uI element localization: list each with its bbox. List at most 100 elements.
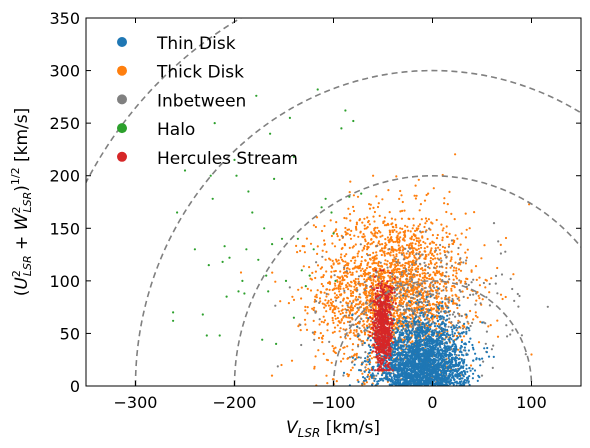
- point-inbetween: [395, 261, 398, 264]
- point-thin-disk: [412, 320, 415, 323]
- point-thin-disk: [457, 358, 460, 361]
- point-thick-disk: [354, 277, 357, 281]
- point-thick-disk: [309, 277, 312, 280]
- point-inbetween: [472, 278, 475, 281]
- point-thick-disk: [464, 280, 467, 283]
- point-thick-disk: [342, 260, 345, 263]
- point-thick-disk: [355, 228, 358, 231]
- point-inbetween: [448, 313, 451, 316]
- point-thin-disk: [468, 329, 471, 332]
- point-thick-disk: [361, 235, 364, 238]
- point-inbetween: [458, 279, 461, 282]
- point-thick-disk: [338, 238, 341, 241]
- point-thin-disk: [425, 332, 428, 335]
- point-thick-disk: [496, 319, 499, 322]
- point-inbetween: [491, 366, 494, 369]
- point-thick-disk: [312, 224, 315, 227]
- point-thick-disk: [374, 280, 377, 283]
- point-inbetween: [440, 259, 443, 262]
- point-inbetween: [516, 292, 519, 296]
- point-thick-disk: [421, 269, 424, 272]
- point-inbetween: [401, 286, 404, 290]
- point-thick-disk: [371, 303, 374, 306]
- point-thick-disk: [348, 316, 351, 319]
- point-inbetween: [339, 301, 342, 304]
- point-inbetween: [388, 247, 391, 251]
- point-inbetween: [466, 320, 469, 323]
- point-thin-disk: [436, 324, 439, 328]
- point-thick-disk: [403, 239, 406, 242]
- point-thick-disk: [372, 292, 375, 296]
- point-thick-disk: [325, 270, 328, 273]
- point-thick-disk: [393, 306, 396, 309]
- point-thick-disk: [440, 274, 443, 277]
- point-thick-disk: [392, 299, 395, 302]
- point-thick-disk: [415, 194, 418, 197]
- point-inbetween: [391, 272, 394, 275]
- point-thick-disk: [329, 306, 332, 309]
- point-thin-disk: [440, 304, 444, 308]
- point-thick-disk: [428, 302, 431, 305]
- point-inbetween: [366, 254, 370, 257]
- point-thin-disk: [453, 381, 457, 384]
- point-thin-disk: [428, 309, 431, 312]
- point-thick-disk: [343, 255, 346, 258]
- point-thick-disk: [483, 244, 486, 247]
- point-inbetween: [325, 292, 328, 295]
- point-thick-disk: [371, 323, 374, 326]
- point-inbetween: [343, 314, 346, 317]
- point-thick-disk: [336, 316, 339, 320]
- point-thick-disk: [354, 243, 357, 246]
- point-thick-disk: [468, 227, 471, 230]
- point-thick-disk: [440, 223, 443, 226]
- point-thin-disk: [446, 328, 449, 332]
- point-thick-disk: [383, 247, 386, 250]
- point-inbetween: [276, 365, 279, 368]
- point-thick-disk: [328, 288, 331, 291]
- point-thick-disk: [300, 297, 303, 300]
- point-thin-disk: [367, 317, 370, 320]
- point-thin-disk: [370, 374, 373, 377]
- point-thin-disk: [422, 313, 425, 316]
- point-thin-disk: [460, 358, 463, 361]
- point-thick-disk: [381, 198, 384, 201]
- point-thick-disk: [342, 297, 345, 300]
- point-thin-disk: [429, 295, 432, 298]
- point-thick-disk: [430, 306, 433, 310]
- point-thin-disk: [468, 340, 471, 343]
- point-inbetween: [361, 343, 364, 347]
- point-thick-disk: [349, 369, 353, 372]
- point-thin-disk: [405, 320, 408, 323]
- point-thin-disk: [376, 382, 379, 385]
- point-thick-disk: [385, 286, 388, 289]
- point-inbetween: [405, 304, 409, 307]
- point-inbetween: [415, 290, 419, 293]
- point-thick-disk: [397, 232, 400, 235]
- point-thick-disk: [343, 216, 346, 220]
- point-thin-disk: [448, 340, 451, 343]
- point-thick-disk: [341, 275, 344, 278]
- point-thick-disk: [404, 282, 407, 285]
- point-thick-disk: [427, 218, 430, 221]
- point-inbetween: [358, 293, 361, 296]
- point-thick-disk: [349, 289, 352, 292]
- point-thick-disk: [394, 240, 397, 243]
- point-inbetween: [396, 293, 399, 296]
- point-inbetween: [360, 340, 363, 343]
- point-thick-disk: [348, 268, 351, 271]
- point-thin-disk: [455, 359, 458, 362]
- point-inbetween: [424, 301, 427, 304]
- point-thick-disk: [365, 299, 368, 302]
- point-inbetween: [459, 257, 462, 260]
- point-inbetween: [428, 290, 431, 293]
- point-thick-disk: [396, 264, 400, 267]
- point-inbetween: [417, 315, 420, 318]
- point-inbetween: [350, 361, 354, 364]
- point-thin-disk: [413, 357, 416, 360]
- point-inbetween: [300, 343, 303, 347]
- point-thick-disk: [350, 285, 353, 288]
- point-thick-disk: [376, 232, 379, 235]
- point-thick-disk: [339, 294, 342, 297]
- point-thick-disk: [360, 303, 363, 306]
- point-thick-disk: [352, 300, 355, 303]
